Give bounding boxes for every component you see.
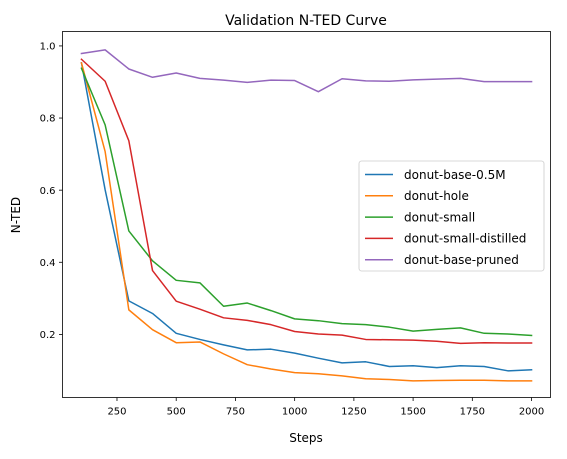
legend-label-4: donut-small-distilled	[404, 232, 526, 246]
x-tick-label: 1250	[341, 407, 366, 418]
x-tick-label: 750	[226, 407, 245, 418]
legend-frame	[358, 160, 545, 272]
series-line-1	[80, 61, 533, 372]
x-axis-label: Steps	[289, 431, 323, 445]
y-tick-label: 0.8	[40, 114, 56, 125]
series-line-3	[80, 67, 533, 337]
axes-layer: 250 500 750 1000 1250 1500 1750 2000 0.2 0.4 0.6 0.…	[40, 42, 545, 418]
y-tick-label: 0.4	[40, 258, 56, 269]
series-layer	[80, 49, 533, 382]
series-line-4	[80, 58, 533, 345]
x-tick-label: 1750	[460, 407, 485, 418]
y-tick-label: 0.6	[40, 186, 56, 197]
x-tick-label: 1500	[400, 407, 425, 418]
y-tick-label: 1.0	[40, 42, 56, 53]
legend-label-3: donut-small	[404, 210, 475, 224]
series-line-5	[80, 49, 533, 93]
legend-label-5: donut-base-pruned	[404, 253, 519, 267]
series-line-2	[80, 61, 533, 382]
y-axis-label: N-TED	[9, 197, 23, 233]
x-tick-label: 2000	[519, 407, 544, 418]
plot-border	[62, 31, 551, 398]
legend-label-1: donut-base-0.5M	[404, 168, 506, 182]
y-tick-label: 0.2	[40, 330, 56, 341]
x-tick-label: 1000	[282, 407, 307, 418]
x-tick-label: 250	[107, 407, 126, 418]
legend-label-2: donut-hole	[404, 189, 469, 203]
legend: donut-base-0.5M donut-hole donut-small donu…	[358, 160, 545, 272]
chart-title: Validation N-TED Curve	[225, 13, 387, 29]
x-tick-label: 500	[167, 407, 186, 418]
